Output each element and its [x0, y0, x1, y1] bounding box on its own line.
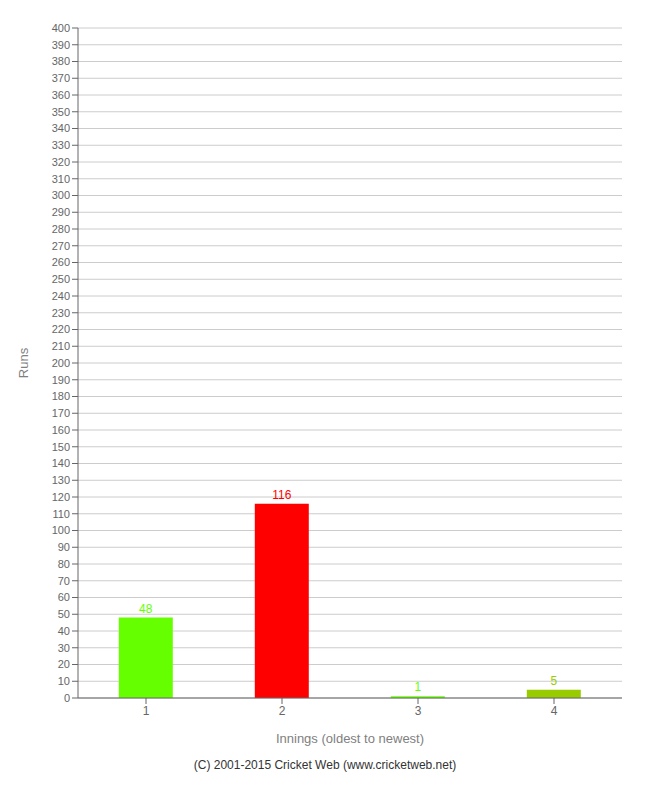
svg-text:270: 270	[52, 240, 70, 252]
svg-text:130: 130	[52, 474, 70, 486]
svg-text:48: 48	[139, 602, 153, 616]
svg-text:4: 4	[551, 704, 558, 718]
svg-text:3: 3	[415, 704, 422, 718]
html-text:(C) 2001-2015 Cricket Web (www: (C) 2001-2015 Cricket Web (www.cricketwe…	[193, 758, 457, 772]
svg-text:390: 390	[52, 39, 70, 51]
svg-text:140: 140	[52, 457, 70, 469]
svg-text:Runs: Runs	[16, 347, 31, 378]
svg-text:320: 320	[52, 156, 70, 168]
svg-text:1: 1	[414, 680, 421, 694]
svg-text:160: 160	[52, 424, 70, 436]
svg-text:110: 110	[52, 508, 70, 520]
svg-text:240: 240	[52, 290, 70, 302]
svg-text:120: 120	[52, 491, 70, 503]
svg-text:210: 210	[52, 340, 70, 352]
svg-text:350: 350	[52, 106, 70, 118]
svg-text:180: 180	[52, 390, 70, 402]
svg-text:300: 300	[52, 189, 70, 201]
svg-text:100: 100	[52, 524, 70, 536]
svg-text:400: 400	[52, 22, 70, 34]
svg-text:0: 0	[64, 692, 70, 704]
svg-text:260: 260	[52, 256, 70, 268]
svg-text:80: 80	[58, 558, 70, 570]
svg-text:360: 360	[52, 89, 70, 101]
svg-text:290: 290	[52, 206, 70, 218]
svg-text:150: 150	[52, 441, 70, 453]
svg-text:Innings (oldest to newest): Innings (oldest to newest)	[276, 731, 424, 746]
svg-text:116: 116	[272, 488, 291, 502]
svg-text:170: 170	[52, 407, 70, 419]
svg-text:60: 60	[58, 591, 70, 603]
svg-text:20: 20	[58, 658, 70, 670]
svg-text:2: 2	[279, 704, 286, 718]
svg-text:340: 340	[52, 122, 70, 134]
svg-text:280: 280	[52, 223, 70, 235]
svg-text:230: 230	[52, 307, 70, 319]
svg-text:220: 220	[52, 323, 70, 335]
svg-text:1: 1	[143, 704, 150, 718]
svg-text:200: 200	[52, 357, 70, 369]
svg-text:90: 90	[58, 541, 70, 553]
svg-text:370: 370	[52, 72, 70, 84]
svg-text:70: 70	[58, 575, 70, 587]
svg-text:5: 5	[550, 674, 557, 688]
svg-text:50: 50	[58, 608, 70, 620]
svg-text:250: 250	[52, 273, 70, 285]
svg-text:380: 380	[52, 55, 70, 67]
svg-text:190: 190	[52, 374, 70, 386]
svg-text:10: 10	[58, 675, 70, 687]
svg-text:40: 40	[58, 625, 70, 637]
svg-text:310: 310	[52, 173, 70, 185]
svg-text:30: 30	[58, 642, 70, 654]
svg-text:330: 330	[52, 139, 70, 151]
